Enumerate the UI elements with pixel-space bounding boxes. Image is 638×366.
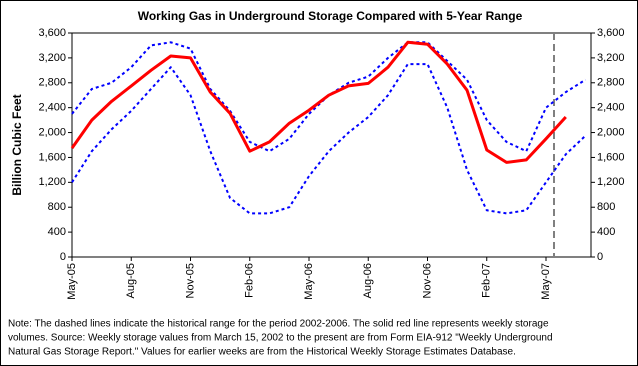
y2-tick-label: 0	[597, 251, 603, 263]
x-tick-label: Feb-07	[481, 263, 493, 298]
x-tick-label: Feb-06	[244, 263, 256, 298]
y-tick-label: 2,800	[38, 77, 66, 89]
x-tick-label: May-06	[303, 263, 315, 300]
chart-title: Working Gas in Underground Storage Compa…	[138, 9, 523, 23]
y2-tick-label: 400	[597, 226, 615, 238]
y-tick-label: 1,200	[38, 176, 66, 188]
x-tick-label: Aug-06	[362, 263, 374, 298]
note-line: Note: The dashed lines indicate the hist…	[8, 319, 549, 330]
y2-tick-label: 1,200	[597, 176, 625, 188]
plot-area	[71, 32, 592, 258]
y2-tick-label: 2,800	[597, 77, 625, 89]
y-tick-label: 0	[60, 251, 66, 263]
x-tick-label: May-05	[66, 263, 78, 300]
y2-tick-label: 1,600	[597, 151, 625, 163]
y2-tick-label: 2,000	[597, 126, 625, 138]
y2-tick-label: 800	[597, 201, 615, 213]
series-line	[71, 63, 587, 215]
x-tick-label: Nov-05	[184, 263, 196, 298]
x-tick-label: Aug-05	[125, 263, 137, 298]
y-tick-label: 3,600	[38, 27, 66, 39]
x-tick-label: Nov-06	[421, 263, 433, 298]
y2-tick-label: 2,400	[597, 102, 625, 114]
y-tick-label: 2,000	[38, 126, 66, 138]
y-axis-label: Billion Cubic Feet	[10, 94, 24, 195]
y-tick-label: 3,200	[38, 52, 66, 64]
x-tick-label: May-07	[540, 263, 552, 300]
note-line: volumes. Source: Weekly storage values f…	[8, 333, 553, 344]
y2-tick-label: 3,200	[597, 52, 625, 64]
y-tick-label: 1,600	[38, 151, 66, 163]
y2-tick-label: 3,600	[597, 27, 625, 39]
series-line	[70, 40, 567, 164]
y-tick-label: 2,400	[38, 102, 66, 114]
y-tick-label: 800	[48, 201, 66, 213]
note-line: Natural Gas Storage Report." Values for …	[8, 347, 516, 358]
y-tick-label: 400	[48, 226, 66, 238]
